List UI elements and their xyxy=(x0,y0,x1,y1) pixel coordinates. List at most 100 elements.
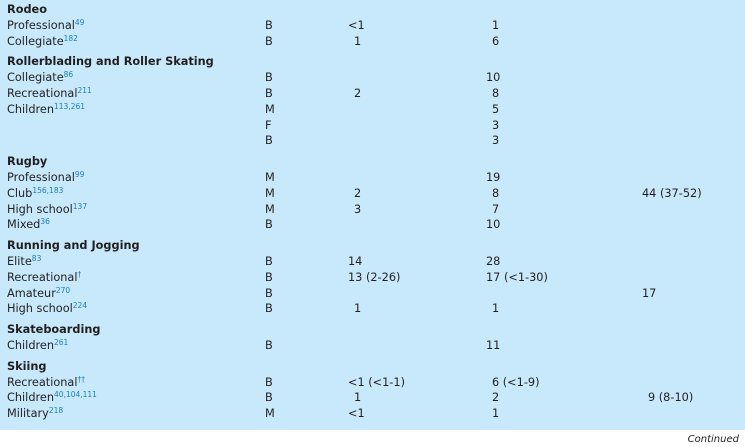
population-cell: Recreational211 xyxy=(7,86,92,102)
population-label: Elite xyxy=(7,254,32,268)
continued-note: Continued xyxy=(687,434,739,445)
population-label: High school xyxy=(7,202,73,216)
reference-superscript: 40,104,111 xyxy=(54,390,97,400)
sex-cell: B xyxy=(265,34,273,48)
reference-superscript: 99 xyxy=(74,169,85,179)
population-cell: Children113,261 xyxy=(7,102,85,118)
population-cell: Collegiate86 xyxy=(7,70,73,86)
sex-cell: B xyxy=(265,18,273,32)
population-cell: High school137 xyxy=(7,202,87,218)
value-cell-c2: 1 xyxy=(492,302,500,316)
value-cell-c2: 1 xyxy=(492,407,500,421)
value-cell-c1: 1 xyxy=(354,302,362,316)
value-cell-c1: 3 xyxy=(354,202,362,216)
value-cell-c3: 44 (37-52) xyxy=(642,186,702,200)
reference-superscript: 218 xyxy=(48,406,64,416)
reference-superscript: 270 xyxy=(55,285,71,295)
table-row: Children113,261 M 5 xyxy=(7,102,745,118)
table-row: High school137 M 3 7 xyxy=(7,202,745,218)
reference-superscript: 261 xyxy=(54,337,69,347)
sex-cell: B xyxy=(265,218,273,232)
value-cell-c2: 1 xyxy=(492,18,500,32)
table-panel xyxy=(0,0,745,430)
sex-cell: B xyxy=(265,254,273,268)
reference-superscript: 182 xyxy=(63,33,78,43)
population-label: Professional xyxy=(7,18,75,32)
sex-cell: B xyxy=(265,302,273,316)
population-label: Club xyxy=(7,186,33,200)
population-label: Military xyxy=(7,407,49,421)
value-cell-c2: 28 xyxy=(486,254,501,268)
value-cell-c2: 3 xyxy=(492,134,500,148)
sex-cell: B xyxy=(265,71,273,85)
sport-group: Rollerblading and Roller Skating Collegia… xyxy=(7,54,745,149)
sex-cell: B xyxy=(265,270,273,284)
sport-heading: Running and Jogging xyxy=(7,239,140,253)
population-cell: Professional49 xyxy=(7,18,84,34)
sex-cell: M xyxy=(265,170,275,184)
population-cell: Amateur270 xyxy=(7,286,70,302)
population-cell: Children261 xyxy=(7,338,68,354)
population-cell: Military218 xyxy=(7,406,63,422)
sport-heading: Skateboarding xyxy=(7,323,101,337)
value-cell-c2: 6 (<1-9) xyxy=(492,375,540,389)
sex-cell: M xyxy=(265,202,275,216)
table-row: Recreational† B 13 (2-26) 17 (<1-30) xyxy=(7,270,745,286)
sport-group: Rugby Professional99 M 19 Club156,183 M 2 8 44 (… xyxy=(7,154,745,233)
population-cell: Collegiate182 xyxy=(7,34,78,50)
sex-cell: F xyxy=(265,118,272,132)
value-cell-c2: 2 xyxy=(492,391,500,405)
population-cell: Mixed36 xyxy=(7,217,50,233)
value-cell-c2: 5 xyxy=(492,102,500,116)
population-label: Children xyxy=(7,391,55,405)
population-cell: Elite83 xyxy=(7,254,41,270)
reference-superscript: 49 xyxy=(74,17,85,27)
reference-superscript: 137 xyxy=(72,201,88,211)
sport-group: Skiing Recreational†† B <1 (<1-1) 6 (<1-9) Ch… xyxy=(7,359,745,422)
table-row: Professional99 M 19 xyxy=(7,170,745,186)
value-cell-c3: 9 (8-10) xyxy=(648,391,694,405)
sport-heading: Rollerblading and Roller Skating xyxy=(7,55,214,69)
population-label: Recreational xyxy=(7,375,78,389)
value-cell-c1: <1 xyxy=(348,407,365,421)
population-label: Professional xyxy=(7,170,75,184)
table-row: Club156,183 M 2 8 44 (37-52) xyxy=(7,186,745,202)
population-label: High school xyxy=(7,302,73,316)
value-cell-c2: 8 xyxy=(492,186,500,200)
value-cell-c2: 10 xyxy=(486,218,501,232)
population-label: Children xyxy=(7,338,55,352)
sport-heading: Rugby xyxy=(7,155,48,169)
population-label: Recreational xyxy=(7,86,78,100)
sport-heading: Skiing xyxy=(7,359,47,373)
table-row: Recreational211 B 2 8 xyxy=(7,86,745,102)
value-cell-c2: 10 xyxy=(486,71,501,85)
reference-superscript: 83 xyxy=(31,253,42,263)
reference-superscript: 86 xyxy=(63,70,74,80)
table-row: Recreational†† B <1 (<1-1) 6 (<1-9) xyxy=(7,375,745,391)
reference-superscript: † xyxy=(77,269,82,279)
sex-cell: B xyxy=(265,286,273,300)
sport-group: Running and Jogging Elite83 B 14 28 Recreatio… xyxy=(7,238,745,317)
population-label: Collegiate xyxy=(7,71,64,85)
reference-superscript: 211 xyxy=(77,85,92,95)
population-cell: Club156,183 xyxy=(7,186,63,202)
value-cell-c2: 7 xyxy=(492,202,500,216)
table-row: Children40,104,111 B 1 2 9 (8-10) xyxy=(7,390,745,406)
value-cell-c1: 1 xyxy=(354,391,362,405)
sex-cell: M xyxy=(265,186,275,200)
injury-rate-table: Rodeo Professional49 B <1 1 Collegiate182 B 1 6 R… xyxy=(7,2,745,427)
value-cell-c1: 14 xyxy=(348,254,363,268)
table-row: Collegiate86 B 10 xyxy=(7,70,745,86)
value-cell-c2: 11 xyxy=(486,338,501,352)
sex-cell: B xyxy=(265,391,273,405)
table-row: High school224 B 1 1 xyxy=(7,301,745,317)
table-row: Amateur270 B 17 xyxy=(7,286,745,302)
population-cell: Recreational† xyxy=(7,270,81,286)
sex-cell: M xyxy=(265,407,275,421)
value-cell-c1: <1 (<1-1) xyxy=(348,375,405,389)
value-cell-c2: 17 (<1-30) xyxy=(486,270,548,284)
table-row: Children261 B 11 xyxy=(7,338,745,354)
value-cell-c2: 6 xyxy=(492,34,500,48)
